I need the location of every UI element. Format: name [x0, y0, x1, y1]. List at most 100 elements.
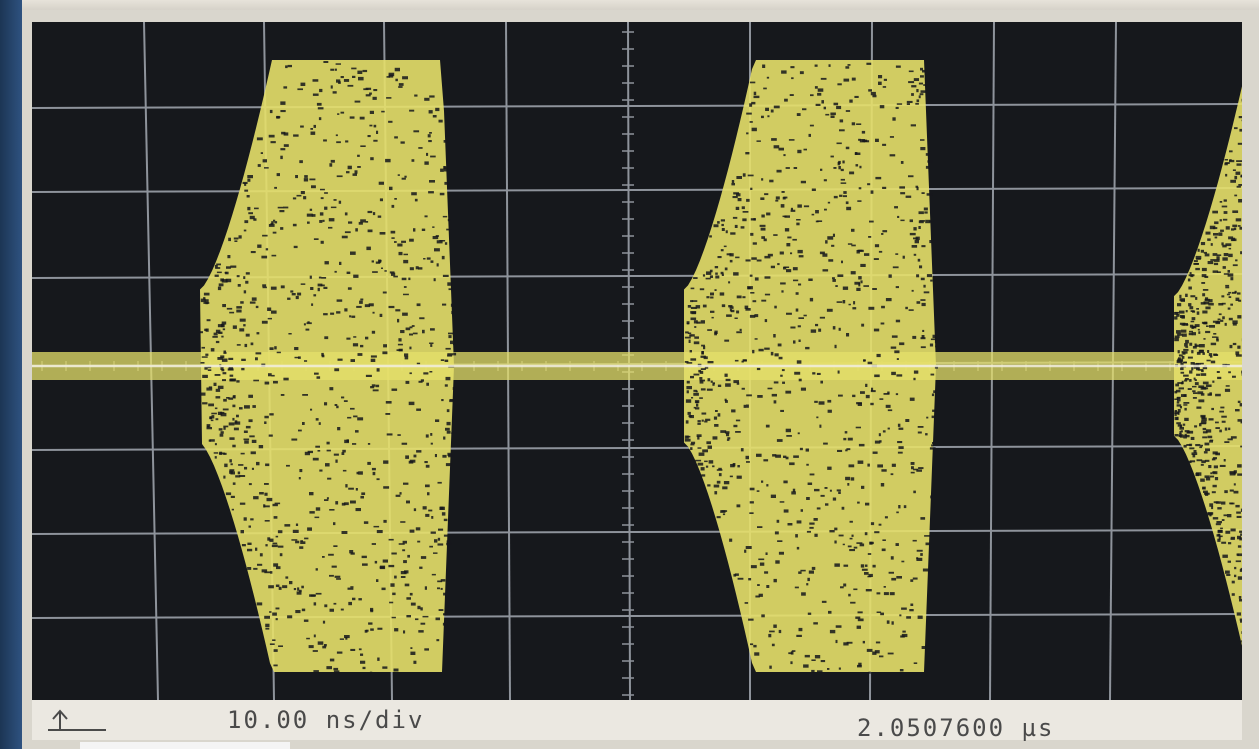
noise-speckle — [418, 267, 423, 270]
noise-speckle — [208, 403, 214, 407]
noise-speckle — [1193, 450, 1197, 453]
noise-speckle — [311, 303, 314, 306]
noise-speckle — [436, 639, 440, 642]
noise-speckle — [851, 77, 856, 81]
noise-speckle — [867, 553, 872, 555]
noise-speckle — [403, 253, 408, 256]
noise-speckle — [1239, 569, 1242, 572]
noise-speckle — [214, 443, 217, 446]
noise-speckle — [713, 484, 720, 488]
noise-speckle — [890, 556, 894, 560]
noise-speckle — [921, 245, 926, 248]
noise-speckle — [221, 279, 228, 283]
noise-speckle — [793, 279, 799, 282]
noise-speckle — [837, 449, 843, 452]
noise-speckle — [276, 351, 281, 354]
noise-speckle — [438, 528, 444, 531]
noise-speckle — [329, 574, 334, 577]
noise-speckle — [1176, 417, 1179, 420]
noise-speckle — [244, 182, 247, 186]
noise-speckle — [398, 86, 403, 88]
noise-speckle — [822, 269, 829, 272]
noise-speckle — [889, 136, 894, 138]
noise-speckle — [859, 165, 862, 169]
noise-speckle — [376, 579, 379, 582]
noise-speckle — [1232, 224, 1238, 228]
noise-speckle — [847, 545, 852, 548]
noise-speckle — [781, 290, 784, 293]
noise-speckle — [729, 306, 734, 309]
noise-speckle — [239, 502, 246, 505]
noise-speckle — [403, 482, 409, 485]
noise-speckle — [767, 115, 770, 118]
noise-speckle — [800, 387, 806, 391]
noise-speckle — [307, 450, 313, 454]
noise-speckle — [431, 516, 434, 519]
noise-speckle — [811, 669, 815, 674]
noise-speckle — [690, 334, 695, 337]
noise-speckle — [736, 504, 741, 508]
noise-speckle — [334, 368, 340, 372]
noise-speckle — [355, 488, 358, 491]
noise-speckle — [874, 440, 881, 444]
noise-speckle — [1195, 472, 1199, 477]
noise-speckle — [409, 326, 413, 329]
noise-speckle — [442, 622, 448, 626]
noise-speckle — [783, 480, 788, 484]
noise-speckle — [1212, 457, 1217, 460]
noise-speckle — [797, 204, 802, 208]
noise-speckle — [219, 433, 224, 437]
noise-speckle — [882, 143, 887, 146]
noise-speckle — [321, 354, 325, 358]
noise-speckle — [1240, 508, 1242, 512]
noise-speckle — [881, 548, 886, 552]
noise-speckle — [331, 565, 337, 568]
noise-speckle — [1232, 375, 1236, 378]
noise-speckle — [341, 531, 348, 534]
noise-speckle — [1209, 225, 1216, 230]
noise-speckle — [833, 195, 838, 199]
noise-speckle — [809, 473, 815, 476]
noise-speckle — [686, 322, 690, 325]
noise-speckle — [1230, 537, 1235, 540]
noise-speckle — [1212, 471, 1216, 474]
noise-speckle — [278, 586, 282, 590]
noise-speckle — [425, 464, 430, 468]
noise-speckle — [814, 655, 821, 659]
noise-speckle — [302, 422, 305, 425]
noise-speckle — [1226, 293, 1230, 296]
noise-speckle — [1202, 431, 1208, 434]
noise-speckle — [705, 465, 709, 468]
noise-speckle — [432, 236, 439, 240]
noise-speckle — [247, 175, 253, 179]
noise-speckle — [865, 383, 868, 387]
noise-speckle — [229, 437, 235, 440]
noise-speckle — [359, 300, 363, 304]
noise-speckle — [693, 373, 700, 376]
noise-speckle — [714, 330, 718, 334]
noise-speckle — [786, 435, 792, 437]
noise-speckle — [1237, 464, 1242, 468]
noise-speckle — [773, 234, 778, 236]
noise-speckle — [379, 232, 386, 235]
noise-speckle — [856, 287, 861, 291]
noise-speckle — [427, 134, 431, 138]
noise-speckle — [333, 667, 339, 671]
noise-speckle — [735, 206, 740, 210]
noise-speckle — [849, 537, 853, 540]
noise-speckle — [428, 110, 433, 114]
noise-speckle — [860, 263, 866, 267]
noise-speckle — [882, 230, 888, 233]
noise-speckle — [1209, 439, 1214, 442]
noise-speckle — [218, 452, 225, 455]
noise-speckle — [420, 379, 424, 382]
noise-speckle — [424, 97, 430, 101]
noise-speckle — [776, 169, 782, 173]
noise-speckle — [865, 394, 870, 399]
noise-speckle — [381, 267, 383, 269]
noise-speckle — [901, 560, 905, 563]
noise-speckle — [379, 313, 383, 317]
noise-speckle — [361, 555, 367, 559]
noise-speckle — [1229, 489, 1234, 492]
noise-speckle — [793, 340, 796, 344]
